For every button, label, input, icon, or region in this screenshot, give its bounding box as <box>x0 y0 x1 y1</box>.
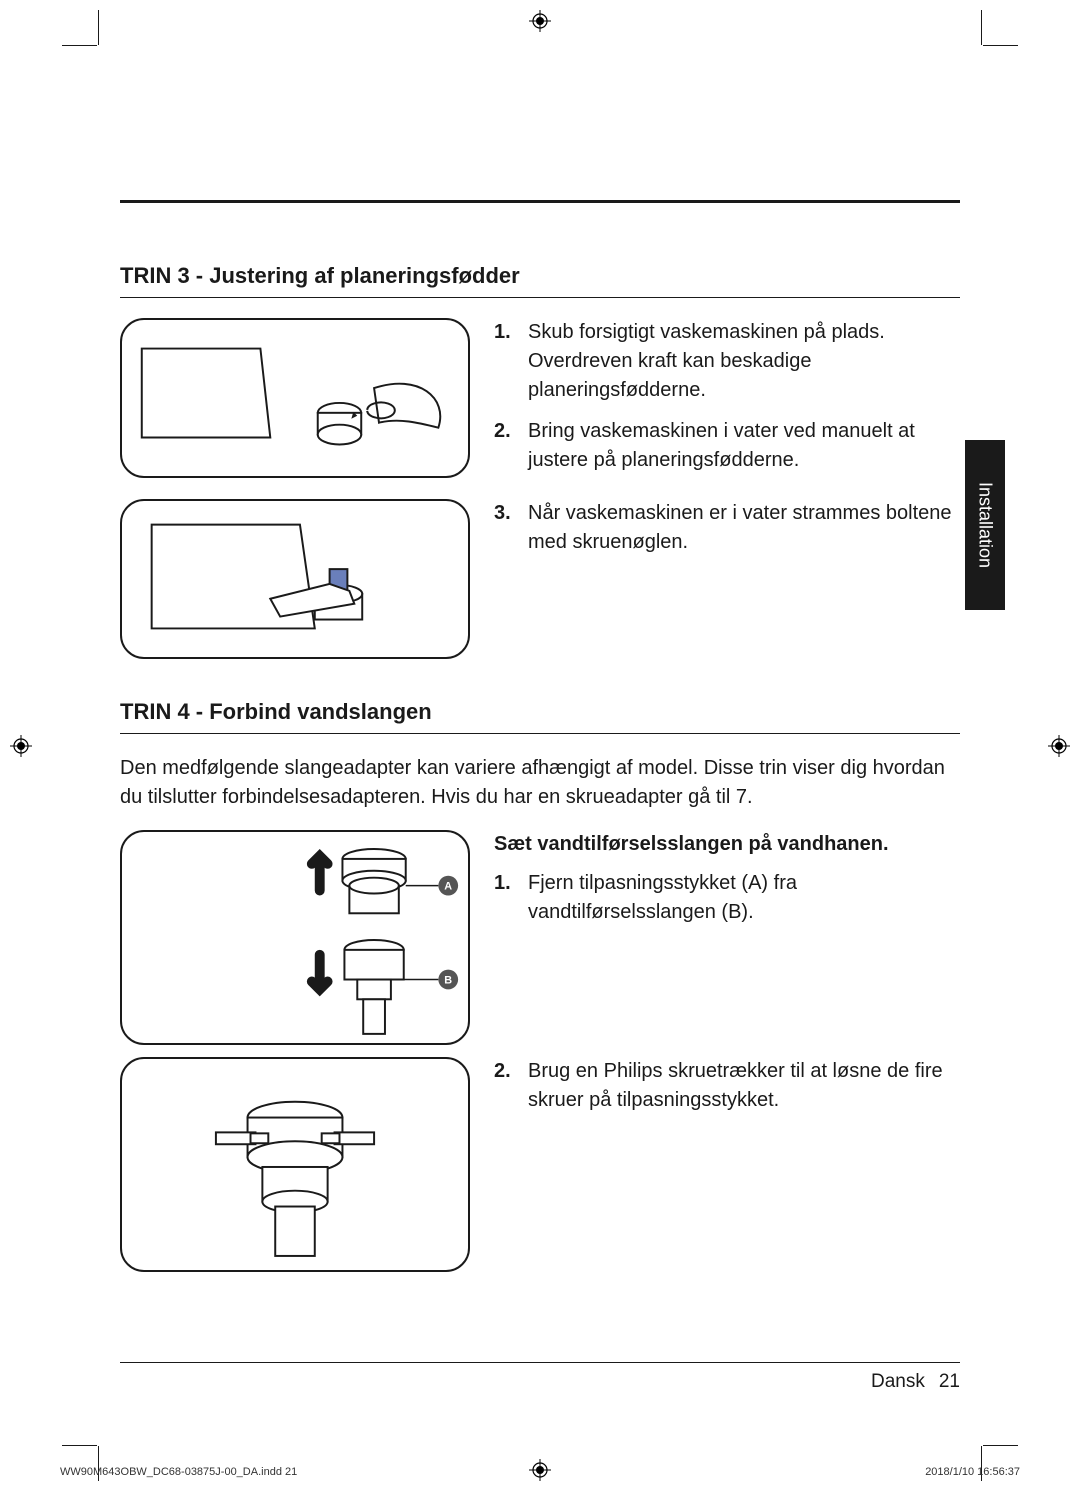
registration-mark-icon <box>529 1459 551 1481</box>
step3-list-a: 1.Skub forsigtigt vaskemaskinen på plads… <box>494 318 960 475</box>
step4-list-a: 1.Fjern tilpasningsstykket (A) fra vandt… <box>494 869 960 927</box>
step4-heading: TRIN 4 - Forbind vandslangen <box>120 699 960 734</box>
registration-mark-icon <box>1048 735 1070 757</box>
footer-language-page: Dansk 21 <box>871 1371 960 1393</box>
svg-text:B: B <box>444 974 452 986</box>
section-tab: Installation <box>965 440 1005 610</box>
diagram-loosen-screws <box>120 1057 470 1272</box>
list-text: Fjern tilpasningsstykket (A) fra vandtil… <box>528 869 960 927</box>
list-item: 3.Når vaskemaskinen er i vater strammes … <box>494 499 960 557</box>
step4-row1: A B Sæt vandtilførselsslangen på vandhan… <box>120 830 960 1045</box>
diagram-tighten-bolts <box>120 499 470 659</box>
step4-intro: Den medfølgende slangeadapter kan varier… <box>120 754 960 812</box>
crop-mark <box>981 10 982 45</box>
crop-mark <box>62 1445 97 1446</box>
list-item: 2.Brug en Philips skruetrækker til at lø… <box>494 1057 960 1115</box>
crop-mark <box>983 1445 1018 1446</box>
list-item: 1.Fjern tilpasningsstykket (A) fra vandt… <box>494 869 960 927</box>
list-number: 1. <box>494 869 518 927</box>
diagram-hose-adapter: A B <box>120 830 470 1045</box>
page-content: Installation TRIN 3 - Justering af plane… <box>120 70 960 1421</box>
print-filename: WW90M643OBW_DC68-03875J-00_DA.indd 21 <box>60 1466 297 1478</box>
list-number: 3. <box>494 499 518 557</box>
svg-text:A: A <box>444 881 452 893</box>
list-text: Skub forsigtigt vaskemaskinen på plads. … <box>528 318 960 405</box>
list-item: 1.Skub forsigtigt vaskemaskinen på plads… <box>494 318 960 405</box>
step4-list-b: 2.Brug en Philips skruetrækker til at lø… <box>494 1057 960 1115</box>
list-number: 2. <box>494 417 518 475</box>
page-number: 21 <box>939 1371 960 1392</box>
list-text: Brug en Philips skruetrækker til at løsn… <box>528 1057 960 1115</box>
crop-mark <box>983 45 1018 46</box>
step4-row2: 2.Brug en Philips skruetrækker til at lø… <box>120 1057 960 1272</box>
crop-mark <box>98 10 99 45</box>
step4-subheading: Sæt vandtilførselsslangen på vandhanen. <box>494 830 960 859</box>
list-text: Når vaskemaskinen er i vater strammes bo… <box>528 499 960 557</box>
list-number: 2. <box>494 1057 518 1115</box>
top-rule <box>120 200 960 203</box>
registration-mark-icon <box>529 10 551 32</box>
print-timestamp: 2018/1/10 16:56:37 <box>925 1466 1020 1478</box>
crop-mark <box>62 45 97 46</box>
step3-list-b: 3.Når vaskemaskinen er i vater strammes … <box>494 499 960 557</box>
step3-heading: TRIN 3 - Justering af planeringsfødder <box>120 263 960 298</box>
step3-row1: 1.Skub forsigtigt vaskemaskinen på plads… <box>120 318 960 487</box>
list-item: 2.Bring vaskemaskinen i vater ved manuel… <box>494 417 960 475</box>
step3-row2: 3.Når vaskemaskinen er i vater strammes … <box>120 499 960 659</box>
list-text: Bring vaskemaskinen i vater ved manuelt … <box>528 417 960 475</box>
footer-rule <box>120 1362 960 1363</box>
footer-language: Dansk <box>871 1371 925 1392</box>
registration-mark-icon <box>10 735 32 757</box>
diagram-leveling-feet <box>120 318 470 478</box>
list-number: 1. <box>494 318 518 405</box>
